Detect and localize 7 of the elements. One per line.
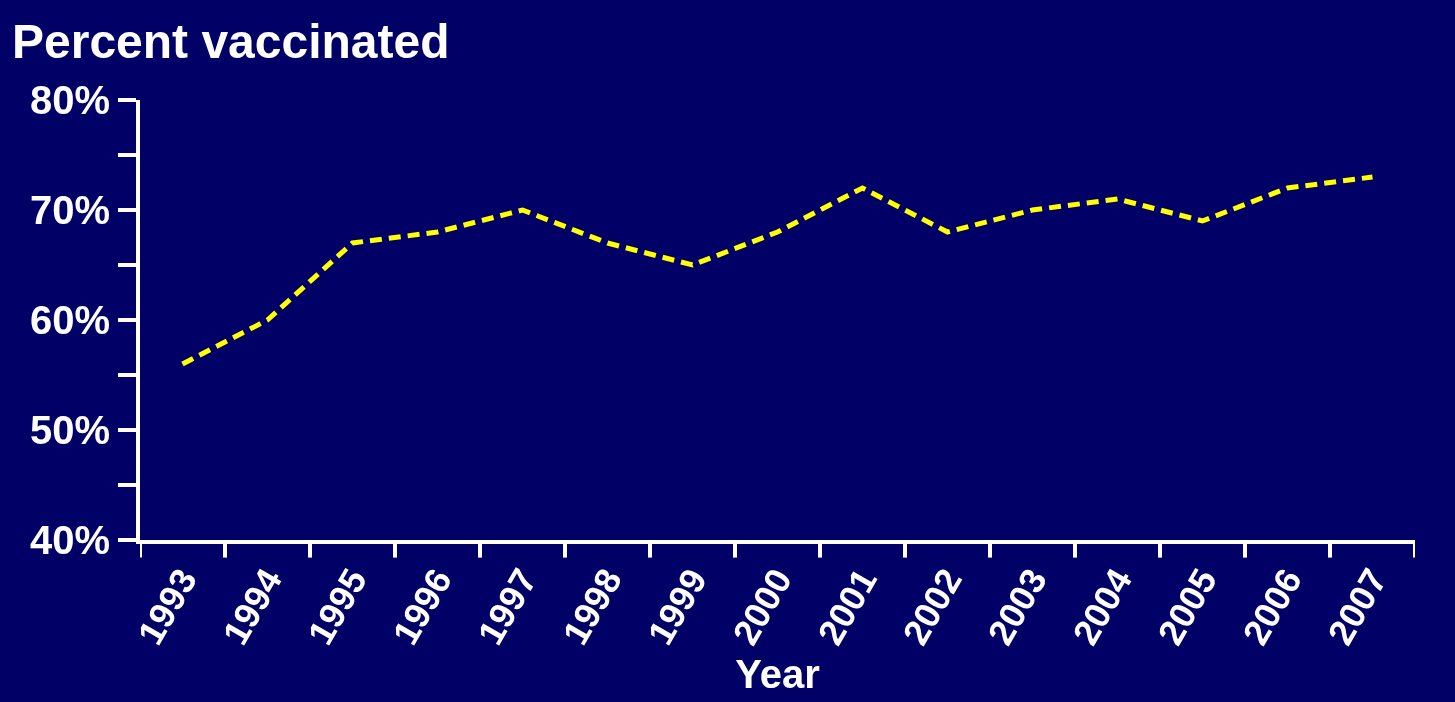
y-tick-label: 80% [29, 78, 110, 122]
y-tick-label: 50% [29, 408, 110, 452]
y-tick-label: 60% [29, 298, 110, 342]
y-axis-title: Percent vaccinated [12, 15, 450, 68]
y-tick-label: 70% [29, 188, 110, 232]
x-axis-title: Year [735, 651, 820, 696]
y-tick-label: 40% [29, 518, 110, 562]
